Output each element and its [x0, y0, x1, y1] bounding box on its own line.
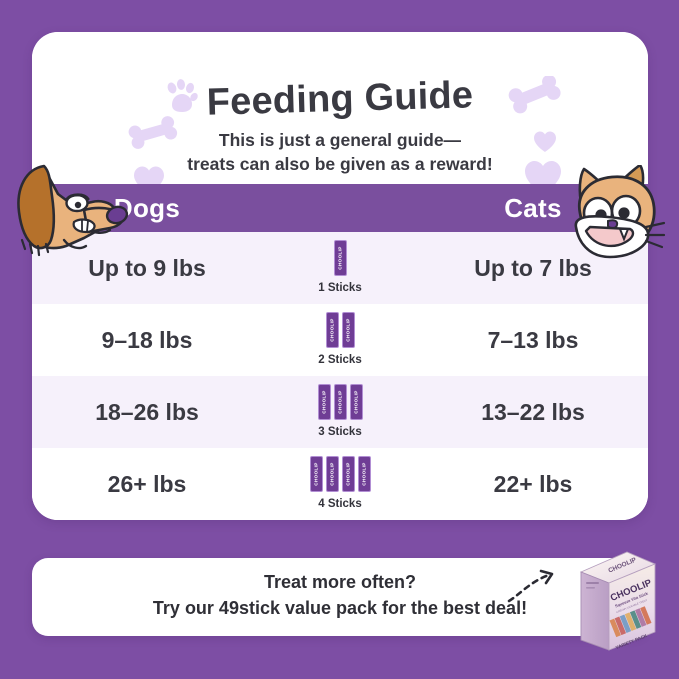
dog-weight-cell: Up to 9 lbs [88, 254, 206, 281]
dog-weight-cell: 18–26 lbs [95, 398, 199, 425]
sticks-cell: CHOOLIP CHOOLIP CHOOLIP 3 Sticks [262, 383, 418, 439]
stick-brand-label: CHOOLIP [313, 461, 319, 486]
treat-stick-icon: CHOOLIP [333, 239, 347, 276]
sticks-group: CHOOLIP CHOOLIP CHOOLIP [317, 383, 363, 420]
column-header-cats: Cats [504, 192, 562, 223]
sticks-cell: CHOOLIP CHOOLIP CHOOLIP CHOOLIP 4 Sticks [262, 455, 418, 511]
cat-weight-cell: 22+ lbs [493, 470, 573, 497]
sticks-group: CHOOLIP CHOOLIP [325, 311, 355, 348]
treat-stick-icon: CHOOLIP [349, 383, 363, 420]
cat-weight-cell: Up to 7 lbs [474, 254, 592, 281]
upsell-subline: Try our 49stick value pack for the best … [152, 598, 528, 618]
stick-brand-label: CHOOLIP [329, 317, 335, 342]
stick-brand-label: CHOOLIP [337, 389, 343, 414]
sticks-cell: CHOOLIP CHOOLIP 2 Sticks [262, 311, 418, 367]
cat-weight-cell: 13–22 lbs [481, 398, 585, 425]
sticks-count-label: 2 Sticks [313, 352, 367, 367]
dog-mascot [14, 164, 132, 264]
feeding-table-body: Up to 9 lbs CHOOLIP 1 Sticks Up to 7 lbs 9–1… [32, 232, 648, 520]
product-box-image: CHOOLIP Squeeze Vita Stick CREAMY LICKAB… [571, 550, 659, 654]
treat-stick-icon: CHOOLIP [341, 311, 355, 348]
stick-brand-label: CHOOLIP [345, 317, 351, 342]
dog-weight-cell: 26+ lbs [107, 470, 187, 497]
cat-mascot [560, 163, 679, 267]
dog-weight-cell: 9–18 lbs [101, 326, 193, 353]
stick-brand-label: CHOOLIP [353, 389, 359, 414]
sticks-group: CHOOLIP CHOOLIP CHOOLIP CHOOLIP [309, 455, 371, 492]
stick-brand-label: CHOOLIP [321, 389, 327, 414]
cat-weight-cell: 7–13 lbs [487, 326, 579, 353]
table-column-header: Dogs Cats [32, 184, 648, 232]
sticks-cell: CHOOLIP 1 Sticks [262, 239, 418, 295]
page-title: Feeding Guide [206, 74, 474, 124]
sticks-count-label: 3 Sticks [313, 424, 367, 439]
sticks-group: CHOOLIP [333, 239, 347, 276]
treat-stick-icon: CHOOLIP [325, 455, 339, 492]
upsell-headline: Treat more often? [263, 572, 417, 592]
stick-brand-label: CHOOLIP [345, 461, 351, 486]
treat-stick-icon: CHOOLIP [317, 383, 331, 420]
card-header: Feeding Guide This is just a general gui… [32, 32, 648, 195]
treat-stick-icon: CHOOLIP [341, 455, 355, 492]
treat-stick-icon: CHOOLIP [309, 455, 323, 492]
feeding-guide-card: Feeding Guide This is just a general gui… [32, 32, 648, 520]
treat-stick-icon: CHOOLIP [333, 383, 347, 420]
curved-arrow-icon [505, 565, 565, 607]
table-row: Up to 9 lbs CHOOLIP 1 Sticks Up to 7 lbs [32, 232, 648, 304]
treat-stick-icon: CHOOLIP [357, 455, 371, 492]
table-row: 26+ lbs CHOOLIP CHOOLIP CHOOLIP CHOOLIP 4 Sti… [32, 448, 648, 520]
stick-brand-label: CHOOLIP [329, 461, 335, 486]
stick-brand-label: CHOOLIP [361, 461, 367, 486]
stick-brand-label: CHOOLIP [337, 245, 343, 270]
subtitle-line-2: treats can also be given as a reward! [187, 154, 493, 175]
subtitle-line-1: This is just a general guide— [218, 130, 462, 150]
page-subtitle: This is just a general guide— treats can… [32, 128, 648, 176]
table-row: 9–18 lbs CHOOLIP CHOOLIP 2 Sticks 7–13 lbs [32, 304, 648, 376]
sticks-count-label: 4 Sticks [313, 496, 367, 511]
sticks-count-label: 1 Sticks [313, 280, 367, 295]
treat-stick-icon: CHOOLIP [325, 311, 339, 348]
table-row: 18–26 lbs CHOOLIP CHOOLIP CHOOLIP 3 Sticks 13… [32, 376, 648, 448]
